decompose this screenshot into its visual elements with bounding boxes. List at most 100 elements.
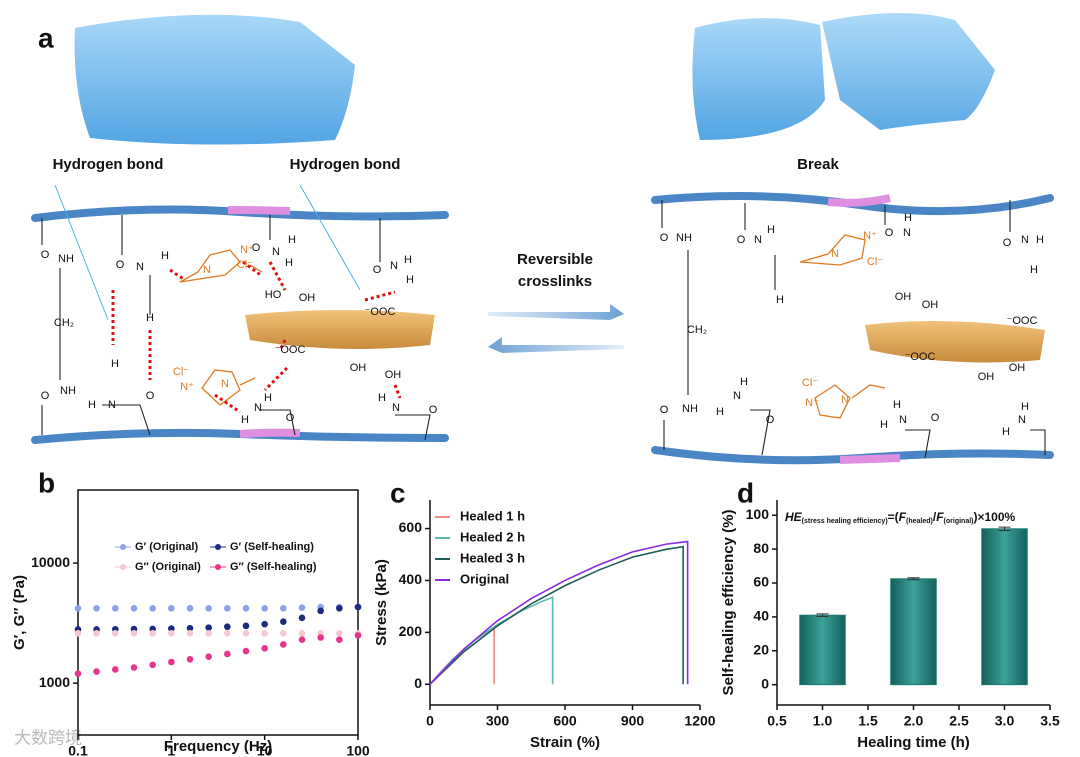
data-point [205,630,212,637]
data-point [112,605,119,612]
data-point [298,604,306,611]
data-point [130,630,138,637]
pointer [54,184,109,321]
annotation-part: =( [888,510,899,524]
chem-label: H [1002,426,1010,438]
y-tick-label: 100 [746,506,770,522]
chem-label: N [831,248,839,260]
chem-label: ⁻OOC [365,306,396,318]
y-tick-label: 40 [753,608,769,624]
legend-label: G′ (Self-healing) [230,541,314,553]
hydrogel [74,14,356,145]
x-tick-label: 0.5 [767,713,787,729]
data-point [186,630,194,637]
x-tick-label: 1200 [684,713,715,729]
panel-label: a [38,22,54,53]
data-point [74,605,82,612]
chem-label: O [373,264,382,276]
chem-label: OH [922,299,939,311]
chart: 0 300 600 900 1200 0 200 400 600 Strain (%) Stress… [373,477,716,751]
polysaccharide [245,310,435,349]
chem-label: N [903,227,911,239]
chem-label: N⁺ [180,381,194,393]
y-tick-label: 20 [753,641,769,657]
data-point [186,605,194,612]
y-tick-label: 200 [399,623,423,639]
annotation-part: F [936,510,944,524]
chem-label: H [1021,401,1029,413]
data-point [205,605,212,612]
chem-label: O [931,412,940,424]
data-point [224,605,231,612]
chem-label: H [893,399,901,411]
data-point [298,614,306,622]
chem-label: N [1021,234,1029,246]
chem-label: H [776,294,784,306]
annotation: Break [797,156,839,173]
chem-label: Cl⁻ [237,259,253,271]
data-point [168,658,175,666]
polysaccharide [865,321,1045,363]
diagram: a Hydrogen bond Hydrogen bond Break Reve… [31,12,1054,465]
chem-label: H [406,274,414,286]
chem-label: NH [682,403,698,415]
chain-segment [839,454,901,464]
chart: 0.5 1.0 1.5 2.0 2.5 3.0 3.5 0 20 40 60 80 100 Healing… [720,477,1060,751]
data-point [336,630,343,637]
chem-label: O [116,259,125,271]
chem-label: H [146,312,154,324]
data-point [261,605,268,612]
x-axis-title: Healing time (h) [857,734,970,751]
data-point [168,625,175,632]
data-point [112,666,119,673]
hydrogel-piece [692,18,825,141]
data-line [429,540,689,685]
chem-label: OH [350,362,367,374]
x-tick-label: 2.0 [904,713,924,729]
chem-label: H [111,358,119,370]
x-tick-label: 600 [553,713,577,729]
data-point [280,605,287,612]
data-point [224,623,231,631]
x-axis-title: Strain (%) [530,734,600,751]
y-tick-label: 0 [414,675,422,691]
data-point [186,655,194,663]
annotation-part: )×100% [974,510,1016,524]
data-point [224,630,231,637]
data-line [429,545,684,685]
data-point [93,668,100,675]
data-point [336,636,343,644]
data-point [280,618,287,625]
chem-label: O [1003,237,1012,249]
data-point [130,664,138,671]
hydrogel-piece [822,12,995,130]
chem-label: N [108,399,116,411]
data-point [336,605,343,612]
data-point [130,605,138,612]
chain-segment [827,194,891,207]
data-point [298,636,306,644]
chem-label: HO [265,289,282,301]
chem-label: N⁺ [863,230,877,242]
x-tick-label: 900 [621,713,645,729]
chem-label: O [146,390,155,402]
legend-label: Healed 2 h [460,529,525,544]
chem-label: H [161,250,169,262]
chem-label: N⁺ [805,397,819,409]
chem-label: H [241,414,249,426]
data-point [298,630,306,637]
data-point [261,620,268,628]
data-point [168,630,175,637]
chem-label: N [390,260,398,272]
chem-label: H [904,212,912,224]
bar [981,528,1028,686]
x-axis-title: Frequency (Hz) [164,738,272,755]
chem-label: H [264,392,272,404]
chem-label: H [288,234,296,246]
chem-label: O [737,234,746,246]
chem-label: Cl⁻ [802,377,818,389]
annotation-part: (original) [944,518,974,525]
chem-label: OH [895,291,912,303]
y-tick-label: 600 [399,519,423,535]
x-tick-label: 1.0 [813,713,833,729]
